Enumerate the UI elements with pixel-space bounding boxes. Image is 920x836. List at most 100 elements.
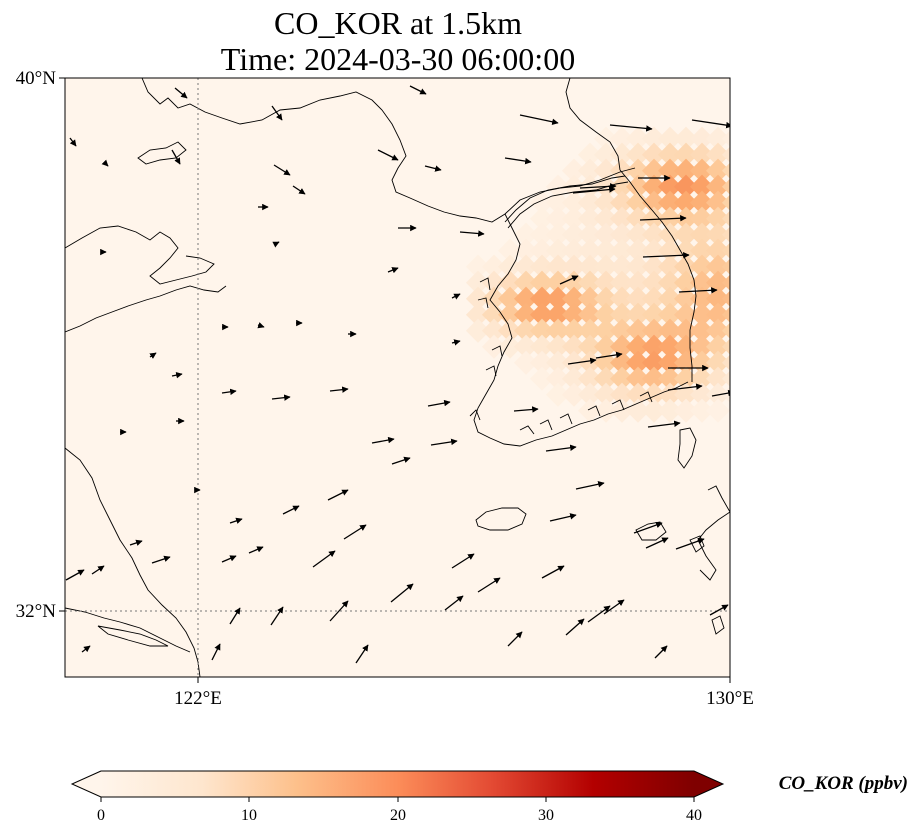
wind-arrow: [507, 631, 523, 647]
wind-arrow: [504, 157, 532, 165]
map-panel: [64, 77, 762, 678]
wind-arrow: [424, 165, 442, 172]
wind-arrow: [371, 436, 395, 444]
cb-tick-label-10: 10: [241, 807, 257, 824]
wind-arrow: [667, 383, 703, 391]
wind-arrow: [229, 517, 243, 524]
wind-arrow: [549, 513, 577, 522]
wind-arrow: [459, 230, 485, 237]
wind-arrow: [513, 406, 539, 413]
wind-arrow: [329, 600, 349, 622]
wind-arrow: [451, 553, 475, 569]
colorbar: 0 10 20 30 40 CO_KOR (ppbv): [70, 770, 908, 824]
concentration-cell: [738, 191, 762, 215]
wind-arrow: [609, 124, 653, 132]
wind-arrow: [477, 577, 501, 593]
wind-arrow: [633, 521, 663, 534]
wind-arrow: [678, 287, 718, 294]
wind-arrow: [409, 85, 427, 95]
concentration-cell: [738, 271, 762, 295]
concentration-cell: [738, 303, 762, 327]
wind-arrow: [211, 643, 221, 661]
colorbar-extend-min: [72, 771, 101, 797]
colorbar-extend-max: [694, 771, 723, 797]
wind-arrow: [390, 583, 414, 603]
wind-arrow: [603, 599, 625, 615]
wind-vectors: [65, 85, 730, 664]
wind-arrow: [444, 595, 464, 611]
wind-arrow: [65, 569, 85, 581]
coastline-yangtze-islands: [97, 625, 169, 647]
wind-arrow: [221, 555, 237, 563]
wind-arrow: [149, 352, 157, 359]
lat-label-32: 32°N: [16, 601, 57, 622]
colorbar-gradient: [101, 771, 694, 797]
coastline-liaodong: [141, 78, 636, 223]
coastline-dalian: [137, 141, 187, 165]
wind-arrow: [272, 241, 280, 248]
wind-arrow: [221, 388, 237, 396]
small-islands: [469, 391, 653, 435]
wind-arrow: [69, 137, 77, 147]
coastline-yangtze: [65, 607, 191, 653]
concentration-cell: [738, 143, 762, 167]
wind-arrow: [709, 604, 729, 616]
concentration-cell: [738, 207, 762, 231]
axis-ticks: [59, 77, 731, 683]
concentration-cell: [738, 159, 762, 183]
wind-arrow: [451, 339, 461, 346]
concentration-cell: [481, 270, 507, 295]
wind-arrow: [642, 252, 690, 259]
wind-arrow: [273, 164, 291, 176]
concentration-cell: [465, 302, 491, 327]
concentration-cell: [465, 270, 491, 295]
map-frame: [64, 77, 731, 678]
wind-arrow: [257, 322, 265, 329]
wind-arrow: [327, 489, 349, 501]
wind-arrow: [567, 357, 597, 365]
wind-arrow: [427, 399, 451, 407]
concentration-cell: [465, 286, 491, 311]
concentration-cell: [738, 367, 762, 391]
concentration-cell: [481, 254, 507, 279]
wind-arrow: [519, 114, 559, 125]
wind-arrow: [545, 444, 577, 452]
coastline-jiangsu: [65, 447, 201, 677]
wind-arrow: [129, 539, 143, 546]
wind-arrow: [101, 159, 109, 167]
concentration-cell: [738, 175, 762, 199]
wind-arrow: [595, 351, 623, 359]
wind-arrow: [81, 645, 91, 653]
title-line-1: CO_KOR at 1.5km: [274, 5, 522, 41]
wind-arrow: [229, 607, 241, 625]
kyushu-coast: [697, 485, 730, 581]
wind-arrow: [248, 546, 264, 554]
lon-label-122: 122°E: [174, 688, 222, 709]
wind-arrow: [645, 537, 669, 549]
concentration-cell: [465, 318, 491, 343]
wind-arrow: [355, 644, 369, 664]
wind-arrow: [647, 420, 681, 428]
concentration-cell: [738, 239, 762, 263]
jeju-island: [475, 507, 527, 531]
concentration-cell: [738, 319, 762, 343]
wind-arrow: [292, 185, 306, 195]
wind-arrow: [639, 215, 687, 222]
lon-label-130: 130°E: [706, 688, 754, 709]
wind-arrow: [151, 555, 171, 564]
gridlines: [65, 78, 730, 677]
concentration-cell: [738, 351, 762, 375]
wind-arrow: [171, 149, 181, 165]
wind-arrow: [451, 293, 461, 300]
wind-arrow: [387, 267, 399, 274]
cb-tick-label-40: 40: [686, 807, 702, 824]
concentration-cell: [738, 223, 762, 247]
cb-tick-label-0: 0: [97, 807, 105, 824]
coastline-shandong: [65, 225, 215, 285]
wind-arrow: [282, 505, 300, 515]
wind-arrow: [587, 605, 611, 623]
west-islands: [477, 277, 503, 377]
wind-arrow: [343, 524, 367, 540]
wind-arrow: [711, 389, 730, 397]
colorbar-label: CO_KOR (ppbv): [779, 773, 908, 794]
